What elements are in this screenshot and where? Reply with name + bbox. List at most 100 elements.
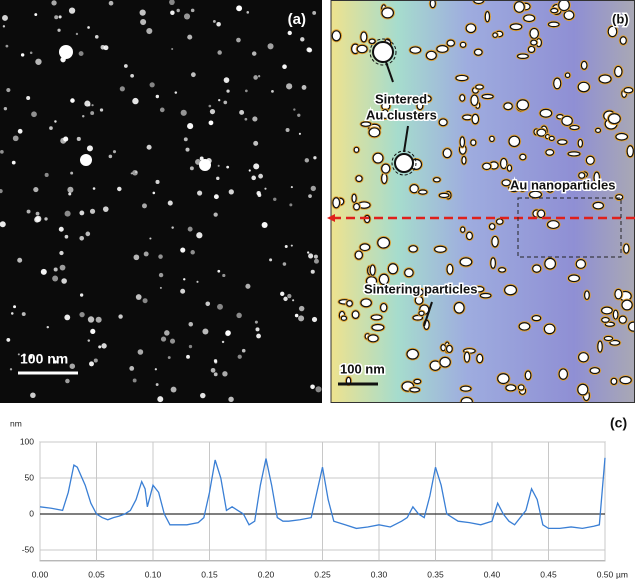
particle	[446, 39, 456, 47]
particle	[601, 306, 613, 315]
particle	[308, 253, 314, 259]
particle	[387, 263, 399, 275]
particle	[149, 237, 152, 240]
particle	[438, 118, 448, 127]
particle	[12, 135, 19, 142]
particle	[518, 322, 531, 331]
region-box	[517, 197, 622, 258]
particle	[251, 175, 256, 181]
particle	[190, 72, 196, 78]
particle	[0, 189, 3, 194]
particle	[169, 338, 176, 344]
particle	[626, 145, 634, 158]
particle	[425, 50, 437, 61]
particle	[473, 48, 483, 56]
particle	[304, 158, 310, 163]
particle	[3, 106, 8, 111]
particle	[482, 162, 492, 171]
particle	[228, 189, 234, 195]
particle	[436, 45, 449, 53]
particle	[222, 273, 226, 278]
particle	[439, 356, 451, 368]
particle	[176, 8, 180, 13]
particle	[600, 183, 611, 189]
particle	[196, 280, 199, 283]
particle	[354, 250, 364, 260]
particle	[142, 203, 147, 209]
particle	[78, 51, 84, 57]
particle	[351, 310, 360, 319]
particle	[282, 262, 287, 266]
particle	[290, 244, 293, 247]
particle	[190, 250, 195, 255]
particle	[506, 164, 513, 172]
particle	[246, 11, 250, 14]
profile-chart: 0.00 0.05 0.10 0.15 0.20 0.25 0.30 0.35 0.40 0.45…	[20, 436, 614, 579]
particle	[353, 202, 361, 211]
panel-label: (c)	[610, 415, 627, 431]
particle	[313, 254, 318, 259]
particle	[490, 257, 496, 269]
particle	[409, 387, 421, 393]
particle	[46, 325, 50, 329]
particle	[52, 275, 59, 282]
particle	[139, 9, 146, 16]
particle	[508, 135, 521, 148]
particle	[429, 0, 436, 9]
particle	[544, 257, 557, 270]
particle	[547, 21, 560, 28]
particle	[22, 353, 26, 357]
particle	[253, 163, 260, 170]
particle	[64, 210, 71, 217]
particle	[218, 99, 221, 102]
particle	[68, 192, 72, 196]
particle	[331, 30, 342, 42]
particle	[29, 51, 33, 55]
particle	[577, 383, 589, 396]
particle	[315, 386, 322, 393]
particle	[87, 339, 91, 342]
particle	[157, 396, 164, 403]
particle	[284, 245, 288, 249]
particle	[546, 220, 560, 230]
particle	[558, 0, 570, 12]
particle	[214, 360, 218, 364]
particle	[217, 303, 223, 310]
particle	[310, 269, 315, 274]
particle	[567, 151, 581, 157]
particle	[20, 53, 25, 57]
particle	[10, 312, 14, 315]
particle	[6, 88, 11, 93]
particle	[503, 102, 513, 111]
particle	[155, 383, 159, 386]
particle	[169, 0, 175, 6]
particle	[167, 200, 173, 206]
particle	[223, 77, 230, 83]
cluster	[394, 153, 414, 173]
particle	[171, 226, 174, 229]
particle	[51, 0, 57, 6]
particle	[623, 87, 634, 94]
particle	[531, 315, 542, 322]
particle	[420, 94, 432, 103]
particle	[70, 171, 74, 175]
particle	[237, 354, 242, 359]
particle	[205, 301, 211, 307]
particle	[603, 335, 614, 342]
particle	[516, 53, 529, 59]
particle	[459, 136, 466, 148]
particle	[413, 378, 422, 385]
particle	[200, 392, 206, 399]
x-tick-label: 0.40	[484, 569, 501, 579]
particle	[31, 111, 37, 118]
particle	[212, 19, 216, 23]
particle	[79, 235, 85, 241]
particle	[298, 305, 305, 312]
particle	[183, 278, 186, 281]
particle	[137, 349, 144, 355]
cluster	[59, 45, 73, 59]
particle	[154, 368, 157, 371]
particle	[258, 173, 264, 179]
annotation: Sintered	[375, 91, 427, 106]
particle	[33, 186, 39, 193]
